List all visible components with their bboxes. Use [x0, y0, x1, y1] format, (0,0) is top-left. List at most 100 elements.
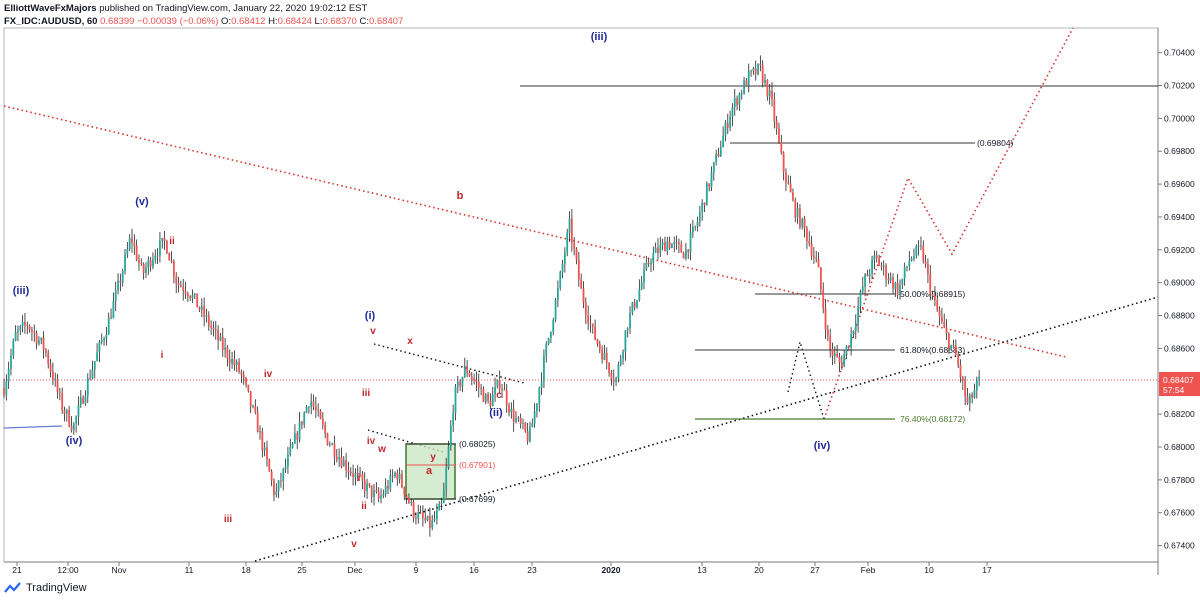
candle-down [570, 218, 573, 243]
candle-up [559, 272, 562, 288]
candle-down [668, 241, 671, 249]
candle-up [12, 340, 15, 356]
candle-up [382, 494, 385, 496]
candle-up [743, 80, 745, 94]
candle-up [550, 331, 552, 338]
candle-up [659, 244, 662, 254]
symbol-name[interactable]: FX_IDC:AUDUSD, 60 [4, 16, 98, 27]
high-value: 0.68424 [277, 16, 312, 27]
candle-down [929, 273, 932, 294]
candle-down [47, 353, 50, 365]
candle-up [19, 325, 22, 331]
candle-up [833, 353, 836, 356]
candle-down [612, 379, 615, 382]
candle-down [119, 280, 122, 283]
candle-down [149, 259, 152, 267]
candle-up [899, 284, 901, 296]
candle-up [40, 337, 43, 341]
candle-down [333, 443, 336, 457]
candle-down [945, 327, 948, 334]
wave-label-ii-blue: (ii) [489, 407, 503, 419]
price-axis[interactable]: 0.70400 0.70200 0.70000 0.69800 0.69600 0.694… [1158, 48, 1195, 551]
candle-down [184, 291, 187, 294]
candle-up [410, 501, 413, 503]
candle-down [391, 474, 394, 477]
price-tick-label: 0.70400 [1164, 48, 1195, 58]
candle-down [361, 474, 364, 481]
close-value: 0.68407 [368, 16, 404, 27]
candle-up [510, 408, 513, 413]
candle-down [961, 377, 964, 381]
candle-down [826, 330, 829, 336]
candle-up [449, 425, 452, 447]
candle-down [754, 68, 757, 75]
candle-down [812, 255, 815, 258]
candle-up [764, 80, 766, 83]
candle-down [782, 152, 785, 172]
candle-down [885, 265, 887, 279]
candle-up [366, 483, 368, 491]
wave-label-iv-blue: (iv) [814, 440, 831, 452]
open-value: 0.68412 [231, 16, 266, 27]
time-axis[interactable]: 21 12:00 Nov 11 18 25 Dec 9 16 23 2020 13 20 27 Feb 10 1… [12, 562, 992, 575]
candle-down [319, 410, 322, 419]
candle-down [459, 381, 462, 387]
candle-up [910, 258, 913, 261]
candle-up [200, 305, 203, 310]
price-tick-label: 0.70000 [1164, 113, 1195, 123]
candle-up [435, 510, 438, 519]
candle-up [72, 423, 75, 431]
candle-down [387, 485, 389, 489]
publish-info: published on TradingView.com, January 22… [96, 3, 368, 14]
candle-down [33, 331, 36, 334]
candle-down [936, 300, 939, 310]
candle-down [138, 259, 140, 264]
candle-down [608, 363, 610, 373]
candle-up [801, 218, 804, 228]
wave-label-v-red: v [351, 539, 357, 550]
tradingview-brand[interactable]: TradingView [26, 582, 87, 594]
candle-down [266, 447, 268, 460]
candle-down [605, 352, 608, 364]
candle-up [294, 433, 296, 444]
candle-down [89, 378, 92, 379]
candle-up [719, 147, 722, 157]
candle-down [810, 243, 813, 256]
candle-down [775, 121, 778, 129]
candle-up [96, 352, 98, 362]
candle-up [631, 302, 634, 313]
candle-up [517, 417, 520, 419]
candle-down [470, 376, 473, 379]
candle-down [363, 480, 366, 491]
candle-up [705, 183, 708, 206]
author-name[interactable]: ElliottWaveFxMajors [4, 3, 97, 14]
candle-down [675, 242, 678, 243]
candle-down [466, 366, 469, 374]
candle-down [163, 238, 166, 242]
candle-down [519, 417, 522, 424]
candle-down [217, 329, 220, 341]
red-dotted-trendline [3, 105, 1067, 358]
candle-up [193, 293, 196, 295]
candle-up [752, 68, 755, 71]
last-price-value: 0.68407 [1163, 375, 1194, 385]
candle-down [880, 265, 883, 267]
candle-up [617, 364, 620, 379]
candle-up [38, 340, 40, 344]
wave-label-v-blue: (v) [135, 196, 149, 208]
candle-down [596, 339, 599, 344]
candle-up [145, 267, 147, 274]
candle-up [650, 262, 652, 265]
candle-up [161, 238, 164, 242]
low-value: 0.68370 [322, 16, 357, 27]
candle-up [973, 390, 976, 398]
candle-up [913, 256, 915, 259]
candle-up [440, 502, 443, 504]
candle-down [324, 425, 327, 434]
candle-up [307, 407, 310, 408]
candle-up [975, 380, 978, 391]
candle-down [924, 261, 927, 265]
candle-down [680, 244, 683, 253]
candle-up [908, 260, 911, 267]
